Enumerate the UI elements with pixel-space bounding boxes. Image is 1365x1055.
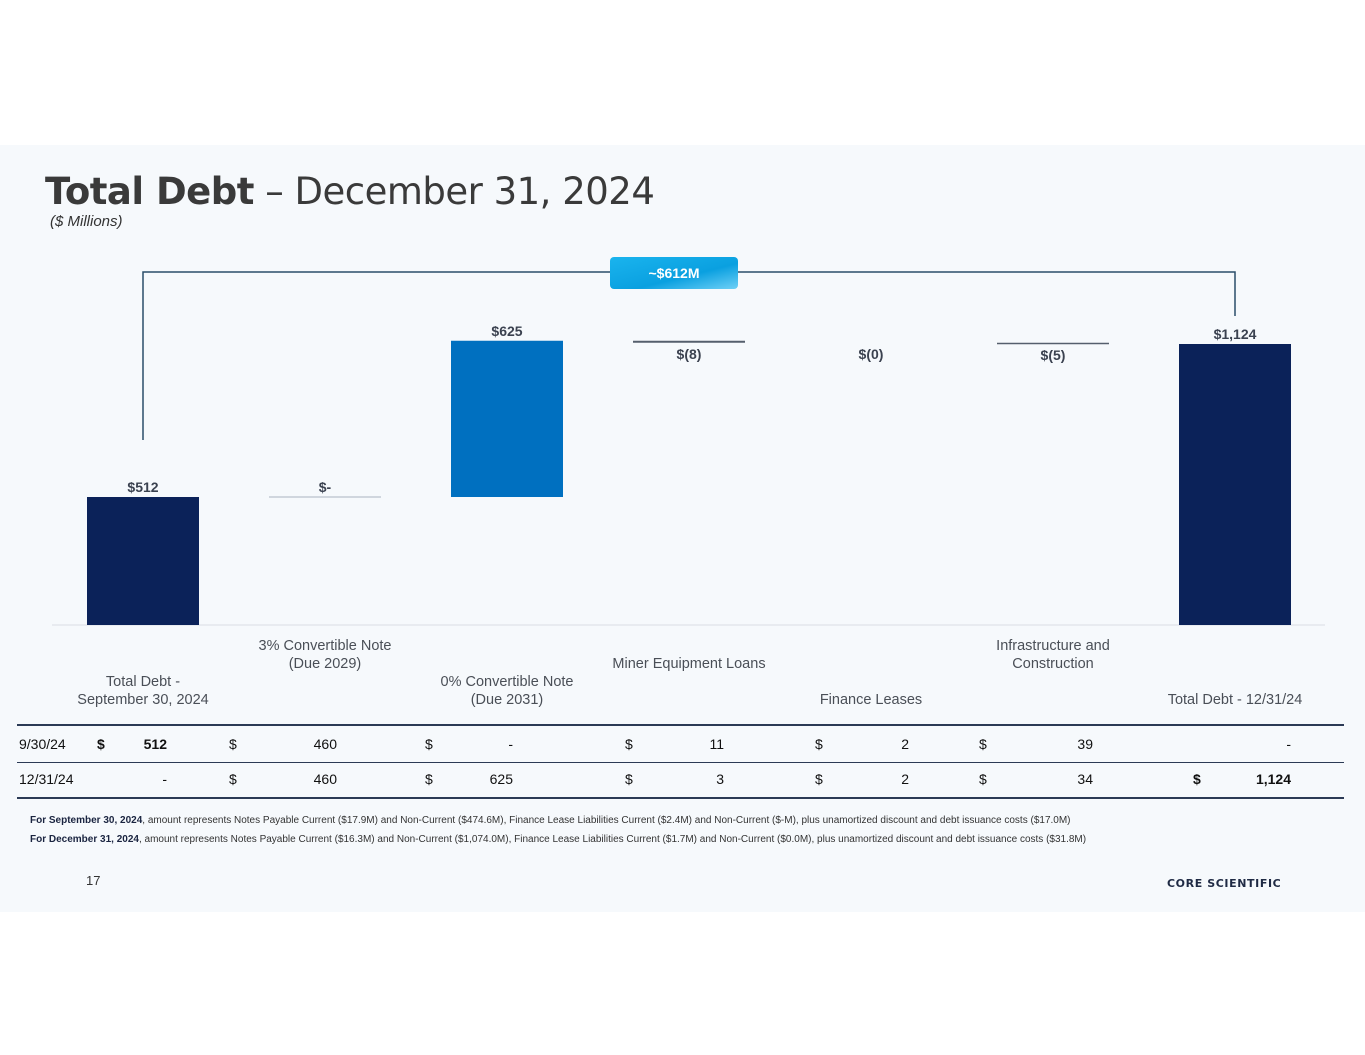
footnote-dec-bold: For December 31, 2024 [30,834,139,845]
table-cell-value: 1,124 [1255,771,1291,787]
category-label-6-0: Total Debt - 12/31/24 [1168,692,1303,708]
bar-decrease-3 [633,340,745,343]
footnote-sep-text: , amount represents Notes Payable Curren… [142,815,1071,826]
title-bold: Total Debt [45,170,254,213]
currency-symbol: $ [979,771,987,787]
bar-decrease-5 [997,342,1109,345]
category-label-2-0: 0% Convertible Note [441,674,574,690]
currency-symbol: $ [425,771,433,787]
value-label-6: $1,124 [1214,326,1257,342]
table-cell-value: 460 [313,736,337,752]
bar-total-0 [87,497,199,625]
table-cell-value: 625 [489,771,513,787]
page-title: Total Debt – December 31, 2024 [45,170,655,213]
category-label-0-1: September 30, 2024 [77,692,208,708]
category-label-1-0: 3% Convertible Note [259,638,392,654]
table-cell-value: 3 [716,771,724,787]
table-cell-value: - [508,736,513,752]
page-number: 17 [86,873,101,888]
row-label: 12/31/24 [19,771,74,787]
row-label: 9/30/24 [19,736,66,752]
value-label-2: $625 [491,323,522,339]
category-label-5-1: Construction [1012,656,1093,672]
footnote-dec-text: , amount represents Notes Payable Curren… [138,834,1087,845]
currency-symbol: $ [625,736,633,752]
change-badge-label: ~$612M [649,265,700,281]
table-cell-value: 34 [1077,771,1093,787]
table-cell-value: - [1286,736,1291,752]
table-row: 9/30/24 $512 $460 $ - $11 $2 $39 - [17,724,1344,763]
units-subtitle: ($ Millions) [50,213,123,230]
table-cell-value: 460 [313,771,337,787]
title-date: – December 31, 2024 [253,170,655,213]
footnote-dec: For December 31, 2024, amount represents… [30,834,1086,845]
bar-increase-2 [451,340,563,497]
table-row: 12/31/24 - $460 $625 $3 $2 $34 $1,124 [17,761,1344,799]
bar-total-6 [1179,344,1291,625]
currency-symbol: $ [1193,771,1201,787]
table-cell-value: 39 [1077,736,1093,752]
currency-symbol: $ [229,736,237,752]
currency-symbol: $ [979,736,987,752]
footnote-sep: For September 30, 2024, amount represent… [30,815,1071,826]
core-scientific-logo: CORE SCIENTIFIC [1167,877,1282,890]
currency-symbol: $ [815,736,823,752]
table-cell-value: 2 [901,771,909,787]
table-cell-value: 512 [143,736,167,752]
currency-symbol: $ [425,736,433,752]
category-label-3-0: Miner Equipment Loans [612,656,765,672]
value-label-4: $(0) [859,346,884,362]
currency-symbol: $ [97,736,105,752]
currency-symbol: $ [229,771,237,787]
category-label-0-0: Total Debt - [106,674,180,690]
category-label-5-0: Infrastructure and [996,638,1110,654]
footnote-sep-bold: For September 30, 2024 [30,815,143,826]
currency-symbol: $ [625,771,633,787]
change-badge [610,257,738,289]
value-label-1: $- [319,479,332,495]
category-label-1-1: (Due 2029) [289,656,362,672]
table-cell-value: - [162,771,167,787]
category-label-4-0: Finance Leases [820,692,922,708]
category-label-2-1: (Due 2031) [471,692,544,708]
waterfall-chart: $512 Total Debt - September 30, 2024 $- 3% C… [52,257,1325,708]
value-label-0: $512 [127,479,158,495]
value-label-3: $(8) [677,346,702,362]
value-label-5: $(5) [1041,347,1066,363]
table-cell-value: 11 [709,736,724,752]
table-cell-value: 2 [901,736,909,752]
currency-symbol: $ [815,771,823,787]
